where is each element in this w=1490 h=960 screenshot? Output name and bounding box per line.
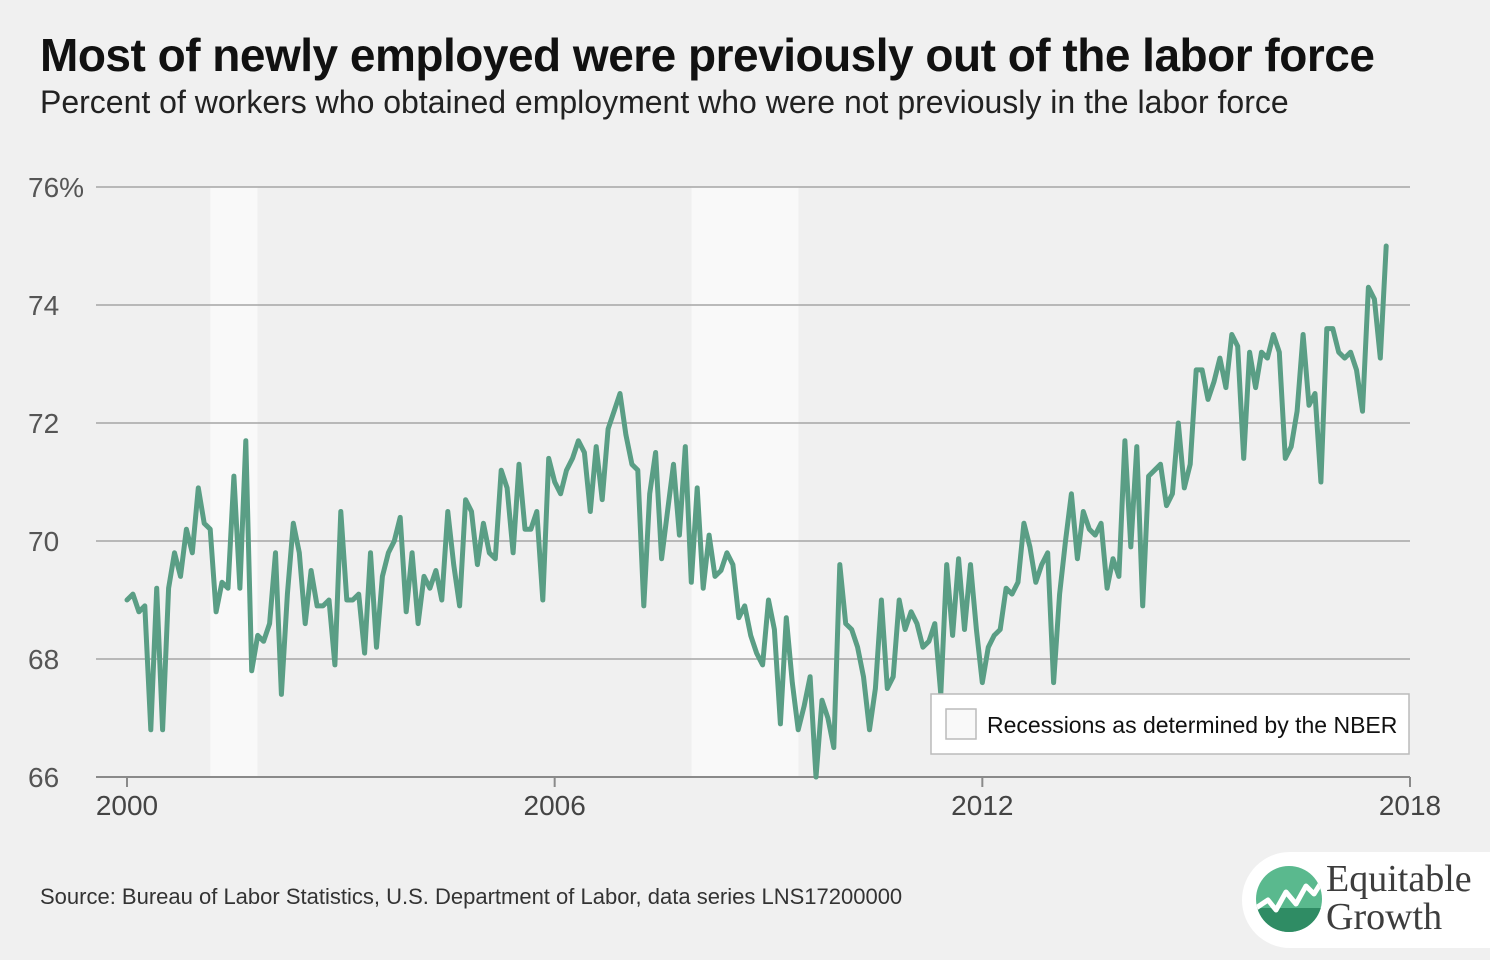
x-tick-label: 2006 (524, 790, 586, 821)
equitable-growth-logo: Equitable Growth (1242, 852, 1490, 948)
y-tick-label: 74 (28, 290, 59, 321)
y-tick-label: 66 (28, 762, 59, 793)
x-tick-label: 2012 (951, 790, 1013, 821)
logo-line-2: Growth (1326, 896, 1443, 938)
x-tick-label: 2000 (96, 790, 158, 821)
y-tick-label: 72 (28, 408, 59, 439)
legend-label: Recessions as determined by the NBER (987, 712, 1397, 738)
growth-logo-icon (1256, 866, 1322, 932)
y-tick-label: 70 (28, 526, 59, 557)
legend: Recessions as determined by the NBER (930, 693, 1410, 755)
source-note: Source: Bureau of Labor Statistics, U.S.… (40, 884, 903, 909)
y-tick-label: 68 (28, 644, 59, 675)
chart-title: Most of newly employed were previously o… (40, 29, 1375, 81)
chart-subtitle: Percent of workers who obtained employme… (40, 84, 1289, 120)
legend-box (930, 693, 1410, 755)
logo-line-1: Equitable (1326, 858, 1472, 900)
logo-wordmark: Equitable Growth (1326, 860, 1472, 936)
x-tick-label: 2018 (1379, 790, 1441, 821)
series-line (124, 243, 1389, 780)
legend-swatch (945, 708, 977, 740)
y-tick-label: 76% (28, 172, 84, 203)
